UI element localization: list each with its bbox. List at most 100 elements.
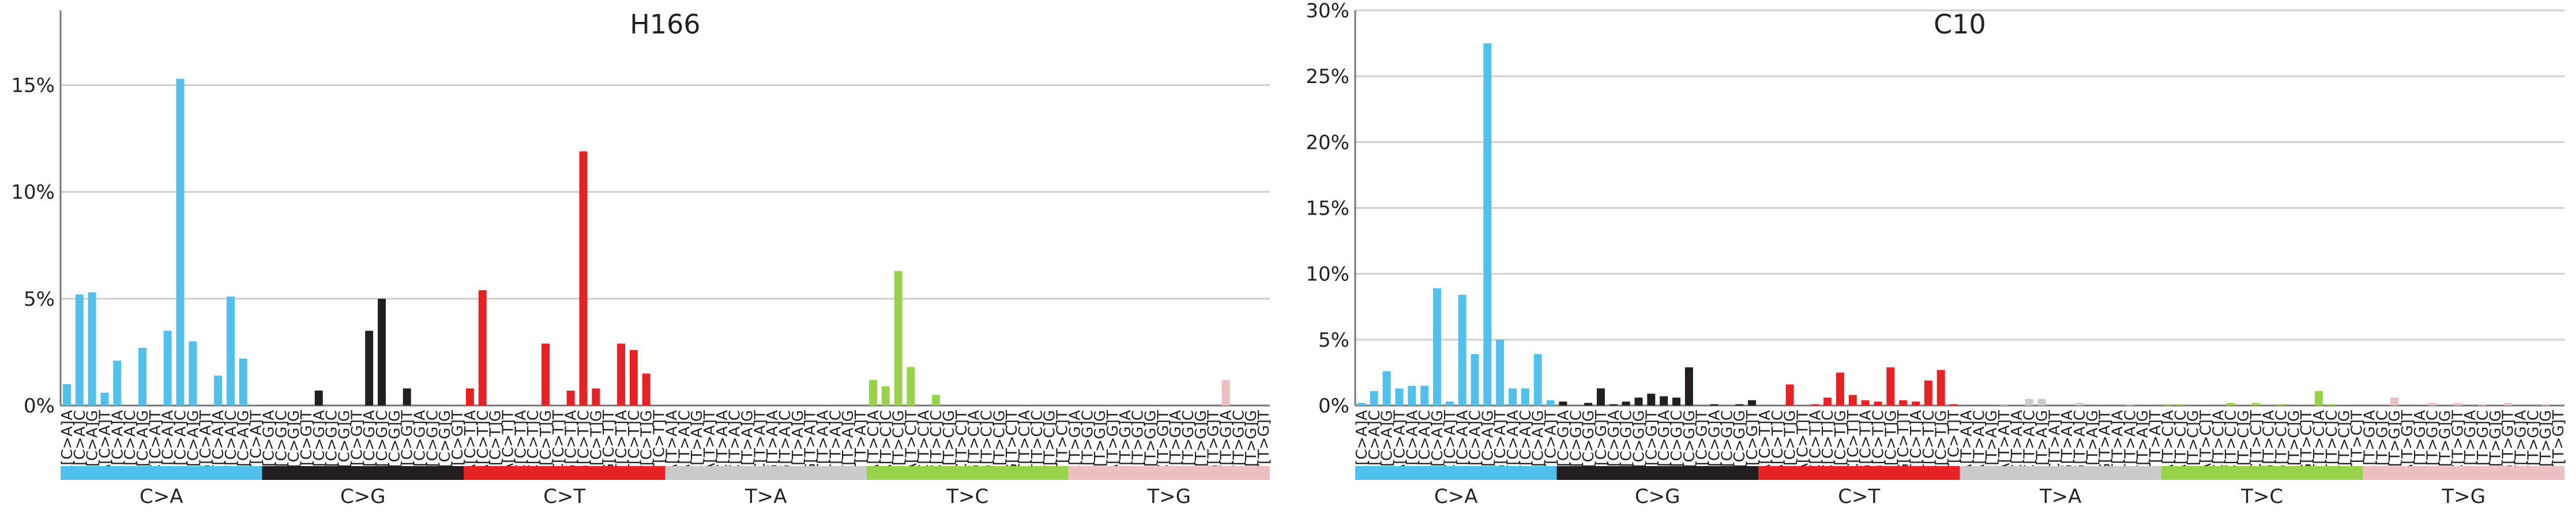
y-tick-label: 0% xyxy=(24,395,55,418)
x-tick-label: A[C>A]G xyxy=(84,410,101,477)
x-tick-label: C[T>G]T xyxy=(1155,410,1172,475)
group-label: T>G xyxy=(1146,485,1191,508)
bar-G[C>G]C xyxy=(378,298,386,406)
x-tick-label: A[T>G]A xyxy=(1066,410,1084,476)
bar-C[C>G]T xyxy=(1647,393,1656,406)
x-tick-label: A[T>C]C xyxy=(2172,410,2190,475)
x-tick-label: T[T>C]C xyxy=(1029,410,1046,474)
x-tick-label: T[C>G]T xyxy=(1744,410,1761,475)
x-tick-label: C[T>A]C xyxy=(2021,410,2039,475)
x-tick-label: G[T>A]A xyxy=(2059,410,2076,476)
x-tick-label: G[C>G]T xyxy=(399,410,416,478)
bar-C[C>T]C xyxy=(1823,397,1832,406)
x-tick-label: C[T>C]C xyxy=(928,410,945,475)
bar-T[T>G]G xyxy=(2541,404,2550,406)
group-label: C>T xyxy=(1838,485,1880,508)
bar-G[C>A]C xyxy=(176,78,185,406)
x-tick-label: A[T>C]C xyxy=(878,410,895,475)
x-tick-label: T[C>A]C xyxy=(1517,410,1535,475)
x-tick-label: A[C>G]T xyxy=(298,410,315,476)
bar-A[C>A]T xyxy=(1395,388,1404,406)
group-strip-T>G xyxy=(2363,466,2564,480)
bar-C[C>G]A xyxy=(314,391,323,406)
bar-G[C>A]A xyxy=(163,331,172,406)
bar-G[C>A]A xyxy=(1458,295,1466,406)
x-tick-label: C[C>T]T xyxy=(1845,410,1862,474)
bar-T[C>T]G xyxy=(1936,370,1945,406)
x-tick-label: A[C>A]T xyxy=(96,410,114,475)
bar-A[T>C]C xyxy=(881,386,890,406)
x-tick-label: T[T>G]T xyxy=(2550,410,2567,474)
bar-C[C>G]A xyxy=(1609,404,1618,406)
x-tick-label: A[T>A]C xyxy=(1970,410,1988,475)
x-tick-label: C[T>A]G xyxy=(739,410,756,476)
group-label: C>G xyxy=(340,485,386,508)
bar-C[T>C]C xyxy=(932,395,941,406)
bar-T[C>A]C xyxy=(226,296,235,406)
x-tick-label: T[C>T]T xyxy=(1946,410,1963,473)
x-tick-label: C[C>A]T xyxy=(1442,410,1459,475)
bar-A[C>A]C xyxy=(75,294,84,406)
x-tick-label: A[T>G]T xyxy=(2399,410,2416,475)
bar-T[T>C]A xyxy=(2315,391,2323,406)
x-tick-label: A[C>A]A xyxy=(59,410,76,476)
x-tick-label: C[C>A]G xyxy=(1429,410,1446,477)
x-tick-label: C[T>G]C xyxy=(1130,410,1147,476)
x-tick-label: A[T>C]A xyxy=(865,410,882,475)
x-tick-label: G[T>A]A xyxy=(764,410,781,476)
y-tick-label: 5% xyxy=(24,288,55,311)
x-tick-label: C[T>A]T xyxy=(2046,410,2063,474)
bar-C[T>C]C xyxy=(2227,403,2235,406)
bar-C[T>G]T xyxy=(2453,403,2462,406)
chart-title: H166 xyxy=(630,9,700,40)
bar-A[C>A]C xyxy=(1370,391,1378,406)
group-strip-T>C xyxy=(2161,466,2363,480)
bar-T[C>T]C xyxy=(629,350,638,406)
x-tick-label: T[T>G]T xyxy=(1255,410,1273,474)
x-tick-label: T[C>T]C xyxy=(626,410,643,474)
x-tick-label: T[T>G]C xyxy=(1230,410,1247,475)
x-tick-label: T[T>C]A xyxy=(1016,410,1033,474)
x-tick-label: A[C>T]G xyxy=(1782,410,1799,476)
bar-G[T>C]C xyxy=(2277,404,2285,406)
group-label: C>A xyxy=(140,485,183,508)
bar-G[C>T]G xyxy=(592,388,600,406)
bar-C[C>G]C xyxy=(1622,401,1630,406)
x-tick-label: A[C>G]A xyxy=(1555,410,1572,477)
group-strip-T>C xyxy=(867,466,1069,480)
x-tick-label: A[C>A]C xyxy=(72,410,89,476)
x-tick-label: T[C>G]T xyxy=(449,410,467,475)
x-tick-label: T[T>C]T xyxy=(2349,410,2366,473)
bar-A[C>G]T xyxy=(1596,388,1605,406)
x-tick-label: C[C>A]C xyxy=(122,410,139,476)
bar-G[C>T]G xyxy=(1886,367,1895,406)
y-tick-label: 0% xyxy=(1318,395,1349,418)
x-tick-label: C[T>G]C xyxy=(2424,410,2442,476)
chart-title: C10 xyxy=(1934,9,1986,40)
x-tick-label: C[C>T]A xyxy=(1807,410,1824,475)
bar-G[C>A]T xyxy=(1496,339,1505,406)
x-tick-label: G[C>T]A xyxy=(563,410,580,476)
x-tick-label: G[C>A]C xyxy=(172,410,190,477)
bar-G[C>G]G xyxy=(1684,367,1693,406)
x-tick-label: T[C>G]C xyxy=(424,410,441,476)
x-tick-label: A[C>A]T xyxy=(1391,410,1408,475)
bar-G[C>A]G xyxy=(189,341,197,406)
bar-T[C>G]A xyxy=(1710,404,1718,406)
x-tick-label: A[C>T]C xyxy=(1769,410,1787,475)
bar-A[C>A]G xyxy=(88,292,96,406)
x-tick-label: G[T>C]T xyxy=(2298,410,2315,475)
y-tick-label: 15% xyxy=(11,74,55,97)
bar-A[C>T]G xyxy=(1785,384,1794,406)
x-tick-label: C[T>C]A xyxy=(915,410,932,475)
x-tick-label: A[T>C]G xyxy=(890,410,908,476)
x-tick-label: C[C>T]G xyxy=(1832,410,1849,476)
bar-G[C>A]G xyxy=(1483,43,1492,406)
x-tick-label: C[T>A]A xyxy=(714,410,731,475)
x-tick-label: C[T>C]T xyxy=(2248,410,2265,474)
bar-C[T>G]C xyxy=(2428,403,2436,406)
x-tick-label: C[C>A]A xyxy=(109,410,126,476)
x-tick-label: A[T>G]G xyxy=(2386,410,2404,477)
bar-A[T>C]A xyxy=(868,380,877,406)
